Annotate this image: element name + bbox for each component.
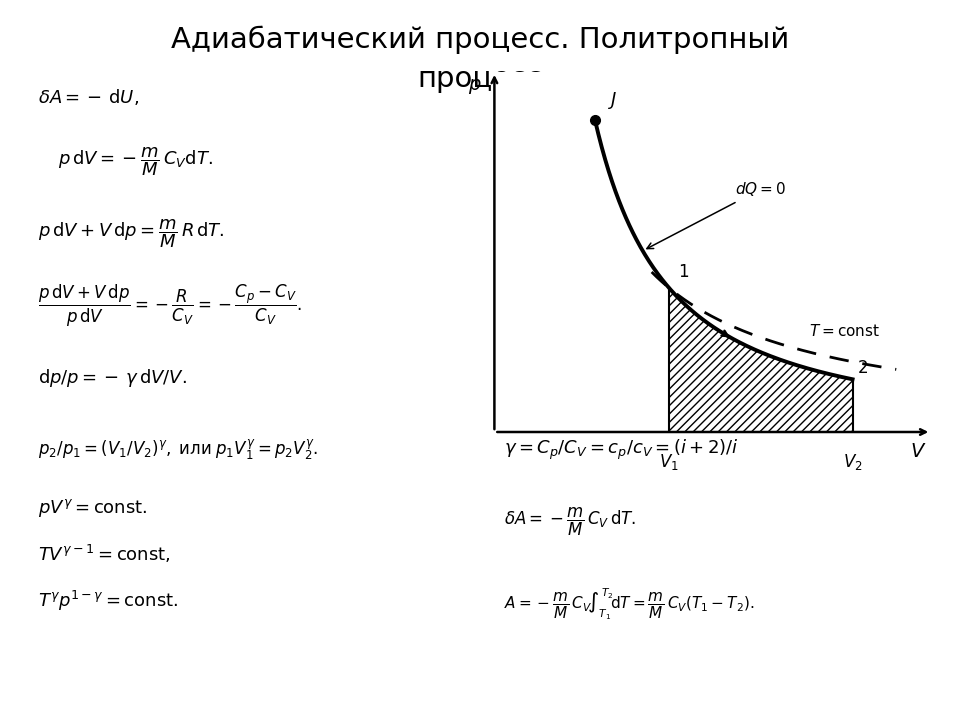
Text: $dQ=0$: $dQ=0$ (647, 181, 785, 248)
Text: процесс: процесс (418, 65, 542, 93)
Text: $A = -\dfrac{m}{M}\,C_V\!\int_{T_1}^{T_2}\!\mathrm{d}T = \dfrac{m}{M}\,C_V(T_1 -: $A = -\dfrac{m}{M}\,C_V\!\int_{T_1}^{T_2… (504, 587, 755, 623)
Text: $TV^{\gamma-1} = \mathrm{const},$: $TV^{\gamma-1} = \mathrm{const},$ (38, 544, 171, 565)
Text: $V$: $V$ (910, 442, 926, 462)
Text: $\delta A = -\dfrac{m}{M}\,C_V\,\mathrm{d}T.$: $\delta A = -\dfrac{m}{M}\,C_V\,\mathrm{… (504, 506, 636, 538)
Text: $J$: $J$ (608, 89, 617, 110)
Text: $\dfrac{p\,\mathrm{d}V + V\,\mathrm{d}p}{p\,\mathrm{d}V} = -\dfrac{R}{C_V} = -\d: $\dfrac{p\,\mathrm{d}V + V\,\mathrm{d}p}… (38, 283, 302, 329)
Text: $2$: $2$ (857, 359, 868, 377)
Text: $pV^\gamma = \mathrm{const}.$: $pV^\gamma = \mathrm{const}.$ (38, 497, 148, 518)
Text: $\delta A = -\,\mathrm{d}U,$: $\delta A = -\,\mathrm{d}U,$ (38, 87, 139, 107)
Text: $1$: $1$ (678, 263, 689, 281)
Text: $p\,\mathrm{d}V + V\,\mathrm{d}p = \dfrac{m}{M}\,R\,\mathrm{d}T.$: $p\,\mathrm{d}V + V\,\mathrm{d}p = \dfra… (38, 217, 226, 251)
Text: $p_2/p_1 = (V_1/V_2)^\gamma,\;\text{или}\;p_1 V_1^\gamma = p_2 V_2^\gamma.$: $p_2/p_1 = (V_1/V_2)^\gamma,\;\text{или}… (38, 438, 319, 462)
Text: $\mathrm{d}p/p = -\,\gamma\,\mathrm{d}V/V.$: $\mathrm{d}p/p = -\,\gamma\,\mathrm{d}V/… (38, 367, 187, 389)
Text: $T=\mathrm{const}$: $T=\mathrm{const}$ (809, 323, 880, 339)
Text: $V_1$: $V_1$ (660, 452, 679, 472)
Text: $T^\gamma p^{1-\gamma} = \mathrm{const}.$: $T^\gamma p^{1-\gamma} = \mathrm{const}.… (38, 589, 179, 613)
Text: $\gamma = C_p/C_V = c_p/c_V = (i+2)/i$: $\gamma = C_p/C_V = c_p/c_V = (i+2)/i$ (504, 438, 739, 462)
Text: $p$: $p$ (468, 77, 482, 96)
Text: Адиабатический процесс. Политропный: Адиабатический процесс. Политропный (171, 25, 789, 53)
Text: $V_2$: $V_2$ (843, 452, 862, 472)
Text: $p\,\mathrm{d}V = -\dfrac{m}{M}\,C_V\mathrm{d}T.$: $p\,\mathrm{d}V = -\dfrac{m}{M}\,C_V\mat… (58, 145, 212, 179)
